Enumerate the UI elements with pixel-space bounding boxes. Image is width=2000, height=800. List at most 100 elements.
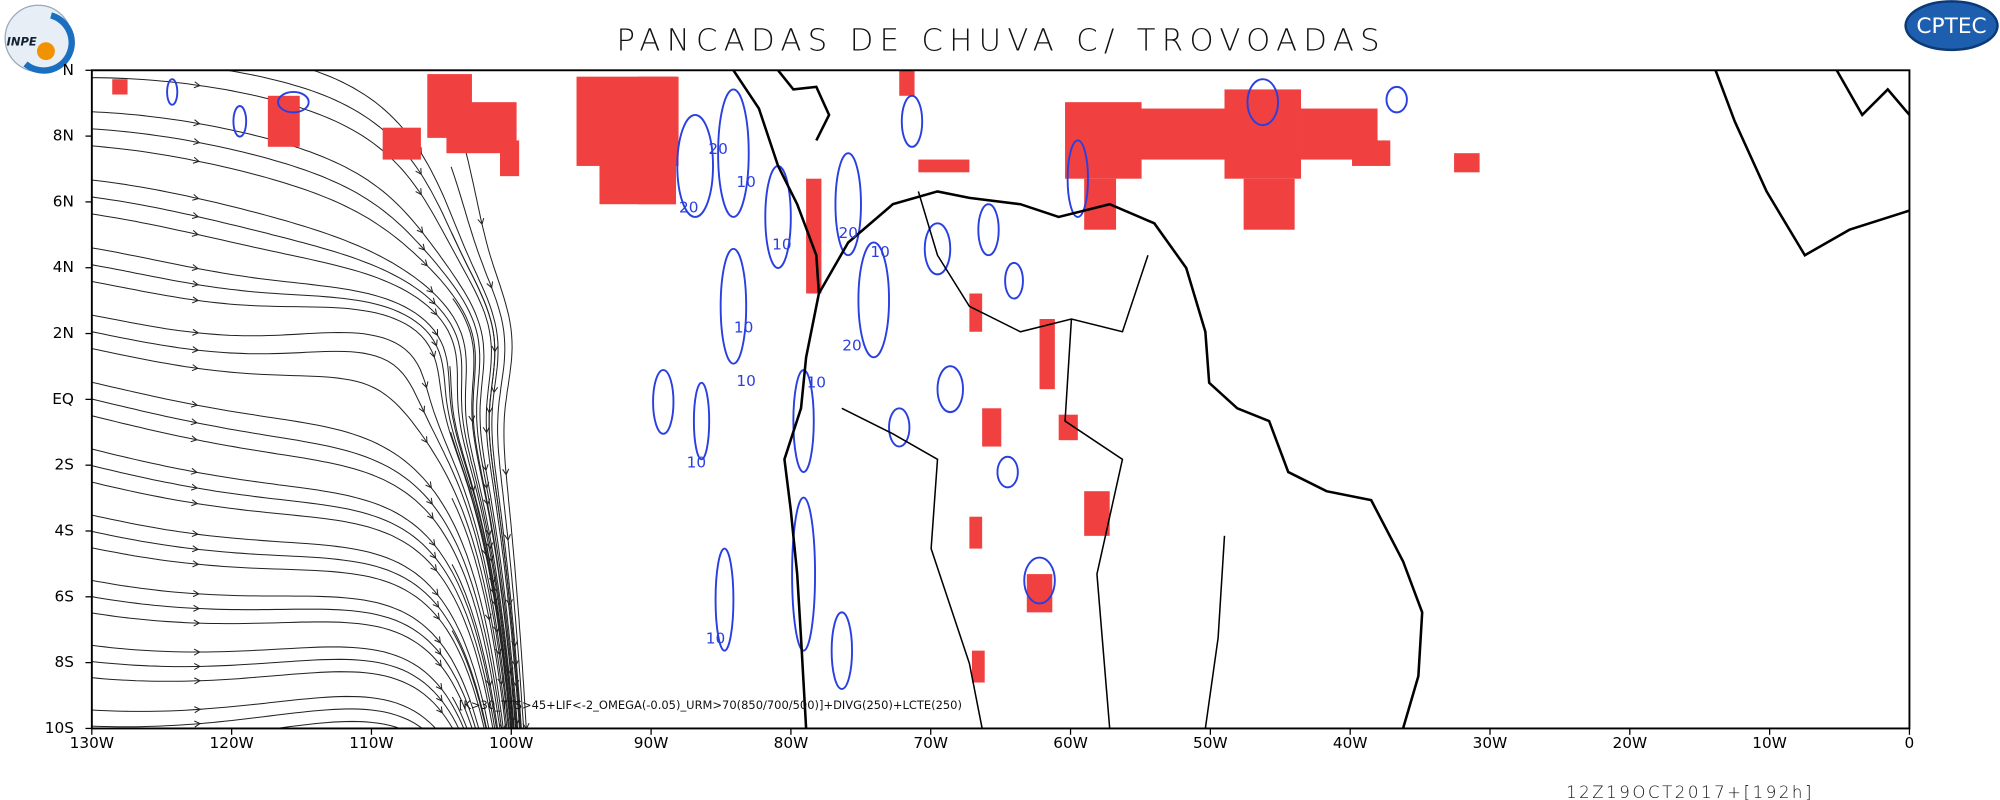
arrowhead bbox=[192, 560, 200, 568]
arrowhead bbox=[192, 193, 200, 201]
arrowhead bbox=[190, 435, 198, 443]
arrowhead bbox=[190, 400, 199, 408]
arrowhead bbox=[431, 588, 439, 597]
lon-label: 120W bbox=[209, 734, 253, 752]
arrowhead bbox=[191, 264, 199, 272]
arrowhead bbox=[491, 345, 499, 353]
arrowhead bbox=[193, 81, 201, 89]
arrowhead bbox=[192, 296, 200, 304]
arrowhead bbox=[193, 663, 201, 671]
lat-label: 6N bbox=[53, 192, 74, 210]
contour-label: 20 bbox=[679, 199, 698, 217]
arrowhead bbox=[191, 280, 200, 288]
arrowhead bbox=[191, 530, 199, 538]
streamline bbox=[91, 415, 501, 729]
arrowhead bbox=[190, 467, 198, 475]
arrowhead bbox=[192, 328, 200, 336]
lon-label: 50W bbox=[1193, 734, 1228, 752]
arrowhead bbox=[468, 415, 476, 423]
streamline bbox=[91, 708, 424, 729]
arrowhead bbox=[193, 119, 201, 127]
streamline bbox=[91, 644, 465, 729]
arrowhead bbox=[193, 648, 201, 656]
contour-label: 10 bbox=[734, 318, 753, 336]
arrowhead bbox=[431, 339, 438, 347]
arrowhead bbox=[418, 405, 425, 414]
streamline bbox=[451, 564, 499, 729]
lon-label: 40W bbox=[1333, 734, 1368, 752]
arrowhead bbox=[421, 436, 428, 444]
title: PANCADAS DE CHUVA C/ TROVOADAS bbox=[617, 24, 1386, 59]
streamline bbox=[91, 213, 514, 729]
contour-labels: 20 10 20 10 20 10 10 20 10 10 10 10 bbox=[679, 140, 890, 648]
arrowhead bbox=[502, 468, 510, 476]
arrowhead bbox=[426, 497, 433, 505]
lon-label: 130W bbox=[70, 734, 114, 752]
lat-label: 8S bbox=[55, 653, 74, 671]
arrowhead bbox=[433, 612, 440, 620]
streamline bbox=[450, 100, 527, 729]
streamline bbox=[91, 547, 485, 729]
streamline bbox=[91, 314, 510, 729]
logo-oval bbox=[1904, 0, 1999, 52]
streamline bbox=[91, 331, 509, 729]
arrowhead bbox=[428, 539, 436, 547]
valid-time: 12Z19OCT2017+[192h] bbox=[1566, 783, 1814, 800]
lon-label: 90W bbox=[634, 734, 669, 752]
streamline bbox=[451, 232, 521, 729]
streamline bbox=[91, 179, 515, 729]
lon-label: 80W bbox=[774, 734, 809, 752]
contour-label: 10 bbox=[870, 243, 889, 261]
lat-label: 8N bbox=[53, 127, 74, 145]
arrowhead bbox=[484, 613, 492, 621]
arrowhead bbox=[427, 512, 434, 520]
arrowhead bbox=[430, 564, 438, 572]
lon-label: 70W bbox=[913, 734, 948, 752]
arrowhead bbox=[191, 499, 199, 507]
streamline bbox=[91, 111, 519, 729]
contour-label: 10 bbox=[736, 173, 755, 191]
lon-label: 20W bbox=[1613, 734, 1648, 752]
arrowhead bbox=[486, 281, 494, 289]
lat-label: 10S bbox=[45, 719, 74, 737]
arrowhead bbox=[190, 418, 198, 426]
streamline bbox=[91, 671, 454, 729]
arrowhead bbox=[486, 542, 494, 550]
coastlines bbox=[732, 70, 1910, 729]
lat-label: 6S bbox=[55, 587, 74, 605]
arrowhead bbox=[415, 188, 422, 196]
streamline bbox=[91, 348, 508, 729]
borders bbox=[841, 191, 1226, 729]
contour-label: 10 bbox=[736, 372, 755, 390]
logo-text: CPTEC bbox=[1916, 14, 1986, 39]
arrowhead bbox=[426, 286, 434, 294]
cptec-logo: CPTEC bbox=[1904, 0, 1999, 52]
arrowhead bbox=[191, 212, 200, 219]
contour-label: 10 bbox=[807, 373, 826, 391]
arrowhead bbox=[415, 167, 422, 176]
arrowhead bbox=[435, 683, 443, 691]
map-area: 20 10 20 10 20 10 10 20 10 10 10 10 bbox=[91, 70, 1910, 729]
arrowhead bbox=[192, 346, 200, 354]
arrowhead bbox=[434, 648, 442, 656]
arrowhead bbox=[428, 297, 436, 305]
contour-label: 20 bbox=[838, 224, 857, 242]
arrowhead bbox=[522, 722, 530, 729]
arrowhead bbox=[485, 679, 493, 687]
streamline bbox=[91, 448, 498, 729]
arrowhead bbox=[420, 259, 428, 267]
arrowhead bbox=[193, 604, 201, 612]
contour-label: 10 bbox=[772, 236, 791, 254]
omega-contours bbox=[166, 78, 1408, 690]
streamline bbox=[91, 596, 477, 729]
arrowhead bbox=[506, 667, 514, 675]
lat-label: N bbox=[63, 61, 74, 79]
lat-label: 2N bbox=[53, 324, 74, 342]
arrowhead bbox=[425, 481, 432, 489]
arrowhead bbox=[491, 386, 499, 394]
arrowhead bbox=[193, 619, 201, 627]
streamline bbox=[452, 298, 517, 729]
lon-label: 100W bbox=[489, 734, 533, 752]
